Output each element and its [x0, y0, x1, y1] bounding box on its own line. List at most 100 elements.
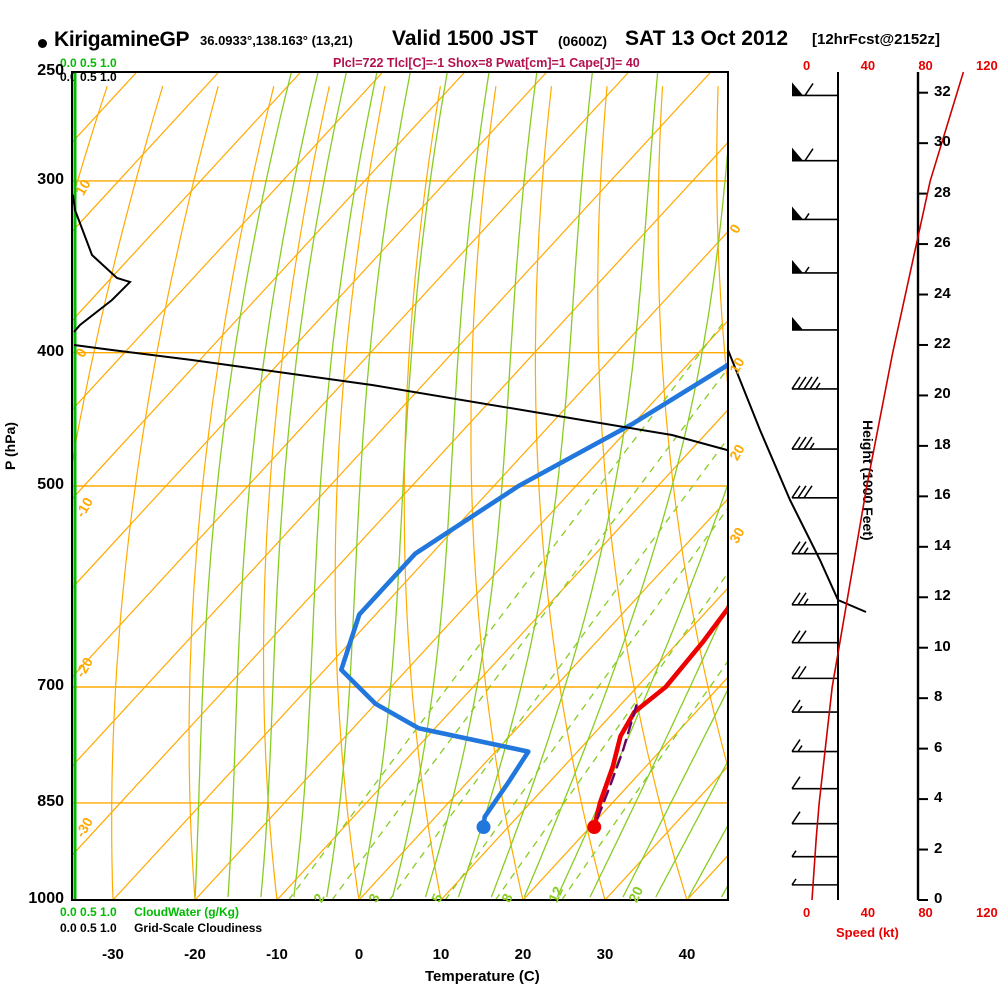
isotherm-line	[72, 72, 548, 589]
dry-adiabat-line	[597, 86, 688, 900]
forecast-stamp: [12hrFcst@2152z]	[812, 31, 941, 48]
pressure-tick-label: 850	[37, 792, 64, 810]
isotherm-line	[358, 498, 728, 900]
wind-barb-pennant	[792, 259, 803, 273]
height-tick-label: 4	[934, 789, 943, 807]
grid-scale-cloudiness-trace	[72, 194, 132, 333]
dry-adiabat-line	[72, 86, 164, 467]
moist-adiabat-line	[655, 759, 728, 898]
wind-barb-half	[803, 547, 809, 555]
height-tick-label: 20	[934, 385, 951, 403]
pressure-tick-label: 1000	[28, 890, 64, 907]
isotherm-line	[72, 72, 466, 500]
wind-barb-full	[791, 739, 801, 753]
cloudwater-bottom-ticks: 0.0 0.5 1.0	[60, 905, 117, 919]
isotherm-line	[194, 319, 728, 900]
speed-tick-label-bottom: 0	[803, 905, 811, 920]
temperature-tick-label: -20	[184, 946, 206, 963]
isotherm-line	[72, 141, 728, 857]
temperature-tick-label: -30	[102, 946, 124, 963]
dry-adiabat-line	[774, 86, 933, 900]
wind-barb-half	[815, 382, 821, 390]
temperature-tick-label: 30	[596, 946, 614, 963]
speed-tick-label-bottom: 120	[976, 905, 998, 920]
wind-barb-full	[791, 592, 801, 606]
speed-tick-label-top: 120	[976, 58, 998, 73]
speed-tick-label-top: 80	[918, 58, 933, 73]
moist-adiabat-line	[523, 141, 728, 898]
wind-barb-full	[791, 436, 801, 450]
dry-adiabat-line	[334, 86, 386, 900]
wind-speed-profile	[811, 71, 965, 901]
temperature-tick-label: 0	[354, 946, 364, 963]
height-tick-label: 8	[934, 688, 943, 706]
wind-barb-full	[804, 83, 814, 96]
speed-axis-title: Speed (kt)	[836, 925, 899, 940]
wind-barb-pennant	[792, 206, 803, 220]
wind-barb-half	[791, 850, 797, 858]
isotherm-line	[769, 72, 1000, 900]
moist-adiabat-line	[622, 687, 728, 898]
station-name: KirigamineGP	[54, 28, 190, 51]
wind-barb-half	[797, 705, 803, 713]
temperature-curve	[591, 604, 728, 830]
valid-time-utc: (0600Z)	[558, 33, 608, 49]
wind-barb-full	[803, 485, 813, 499]
height-tick-label: 22	[934, 334, 951, 352]
moist-adiabat-line	[260, 72, 348, 898]
pressure-tick-label: 300	[37, 170, 64, 188]
dry-adiabat-line	[657, 86, 728, 770]
moist-adiabat-line	[720, 884, 728, 898]
wind-barb-pennant	[792, 316, 803, 330]
wind-barb-full	[803, 436, 813, 450]
plot-border	[71, 71, 729, 901]
moist-adiabat-line	[556, 482, 728, 898]
temperature-tick-label: 40	[678, 946, 696, 963]
cloudwater-bottom-axis: 0.0 0.5 1.0 CloudWater (g/Kg)	[60, 905, 239, 919]
valid-time-label: Valid 1500 JST	[392, 27, 538, 50]
speed-tick-label-bottom: 80	[918, 905, 933, 920]
surface-temperature-point	[587, 820, 602, 835]
wind-barb-half	[804, 266, 810, 274]
wind-barb-full	[803, 376, 813, 390]
station-coordinates: 36.0933°,138.163° (13,21)	[200, 33, 353, 48]
moist-adiabat-line	[391, 72, 490, 898]
cloudiness-bottom-ticks: 0.0 0.5 1.0	[60, 921, 117, 935]
height-tick-label: 26	[934, 234, 951, 252]
mixing-ratio-line	[331, 367, 728, 900]
height-tick-label: 18	[934, 435, 951, 453]
isotherm-line	[112, 230, 728, 900]
wind-barb-full	[797, 630, 807, 644]
height-tick-label: 0	[934, 890, 943, 907]
height-tick-label: 30	[934, 133, 951, 151]
sounding-parameters: Plcl=722 Tlcl[C]=-1 Shox=8 Pwat[cm]=1 Ca…	[333, 56, 640, 70]
mixing-ratio-line	[561, 659, 728, 900]
moist-adiabat-line	[358, 72, 448, 898]
dry-adiabat-line	[470, 86, 524, 900]
wind-barb-pennant	[792, 147, 803, 161]
wind-envelope-line	[727, 349, 867, 613]
wind-barb-full	[791, 541, 801, 555]
temperature-axis-title: Temperature (C)	[425, 968, 540, 985]
wind-barb-full	[797, 541, 807, 555]
speed-tick-label-top: 40	[860, 58, 876, 73]
wind-barb-full	[791, 485, 801, 499]
wind-barb-column	[791, 72, 839, 900]
mixing-ratio-line	[388, 437, 728, 900]
grid-layer	[72, 72, 1000, 900]
isotherm-line	[72, 72, 220, 233]
moist-adiabat-line	[424, 72, 538, 898]
wind-barb-full	[791, 376, 801, 390]
pressure-tick-label: 400	[37, 342, 64, 360]
dry-adiabat-line	[534, 86, 606, 900]
parcel-curve	[593, 704, 638, 829]
moist-adiabat-line	[293, 72, 378, 898]
moist-adiabat-line	[227, 72, 319, 898]
isotherm-line	[440, 587, 728, 900]
wind-barb-full	[797, 485, 807, 499]
wind-barb-full	[791, 811, 801, 825]
wind-barb-pennant	[792, 82, 803, 96]
wind-barb-half	[797, 745, 803, 753]
